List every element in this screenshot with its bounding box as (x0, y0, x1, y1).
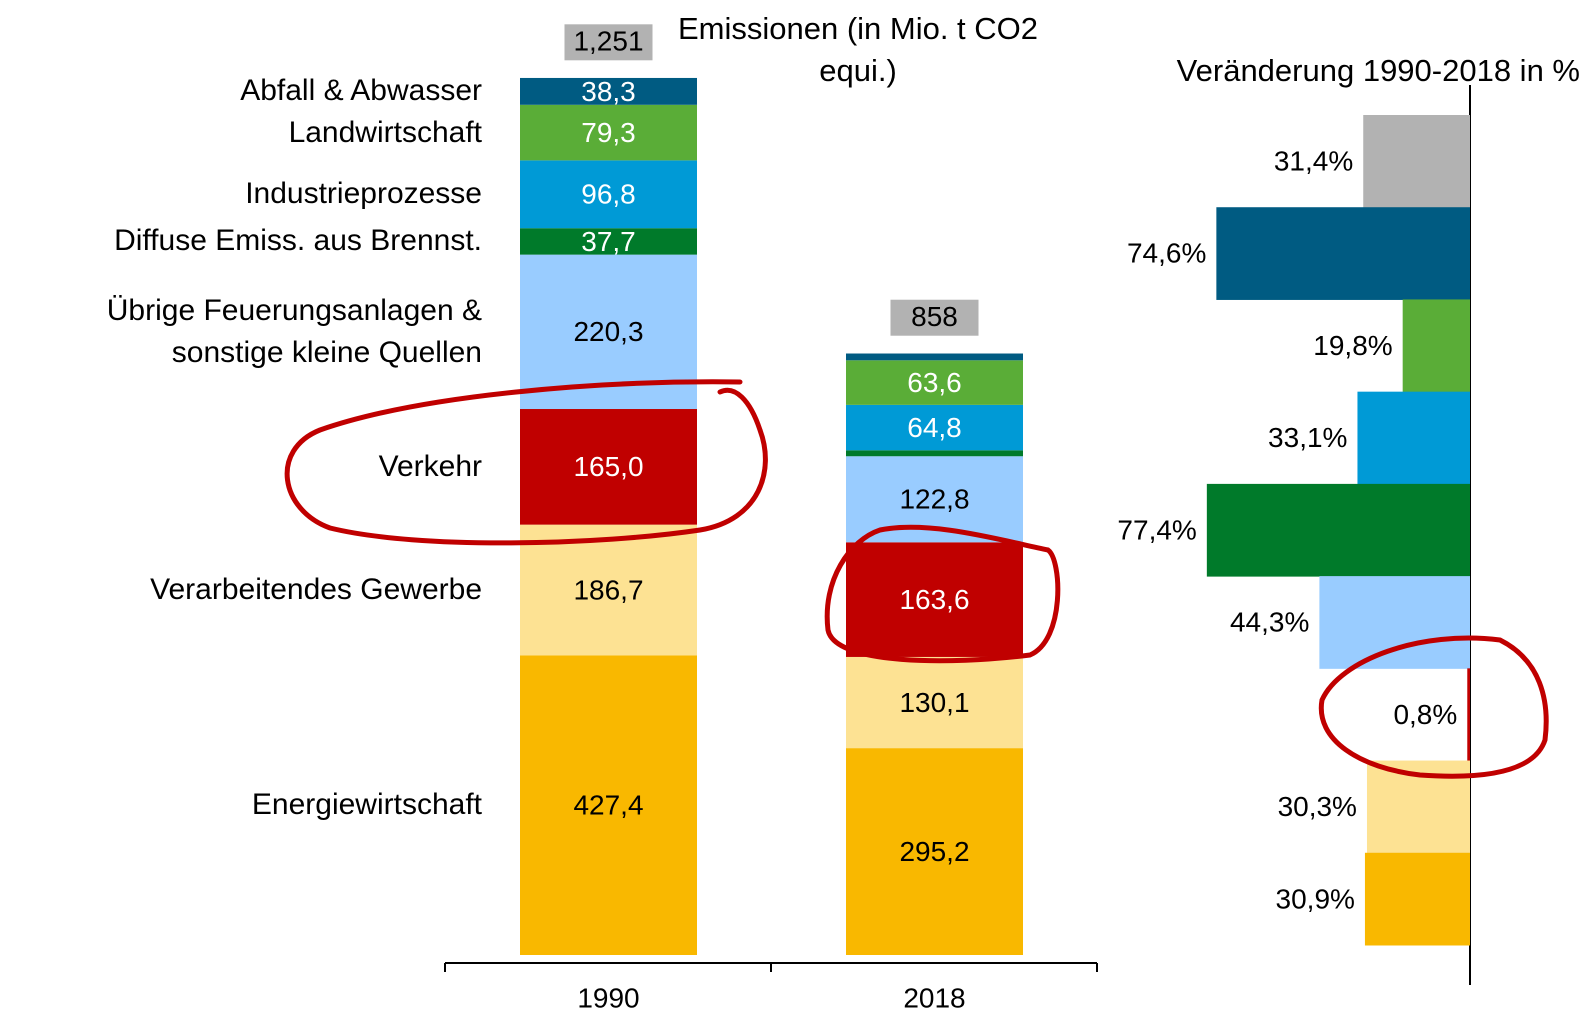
bar (1206, 483, 1470, 577)
bar-segment (520, 228, 697, 255)
x-tick-label: 1990 (577, 982, 639, 1013)
total-box (564, 24, 653, 61)
bar (1357, 391, 1470, 485)
bar (1319, 576, 1470, 669)
bar-segment (846, 450, 1023, 457)
total-label: 858 (911, 301, 958, 332)
data-label: 37,7 (581, 226, 636, 257)
bar (1467, 668, 1470, 762)
annotation-circle (824, 524, 1061, 664)
data-label: 74,6% (1127, 238, 1206, 269)
bar-segment (520, 104, 697, 161)
data-label: 63,6 (907, 367, 962, 398)
data-label: 38,3 (581, 76, 636, 107)
data-label: 44,3% (1230, 607, 1309, 638)
annotation-circle (1318, 635, 1549, 779)
data-label: 79,3 (581, 117, 636, 148)
bar-segment (520, 160, 697, 229)
bar-segment (846, 360, 1023, 405)
chart-title: Veränderung 1990-2018 in % (1176, 53, 1580, 88)
bar-segment (520, 409, 697, 525)
data-label: 30,3% (1278, 791, 1357, 822)
bar (1364, 852, 1470, 946)
bar (1402, 299, 1470, 393)
data-label: 30,9% (1276, 883, 1355, 914)
bar-segment (520, 524, 697, 656)
total-label: 1,251 (573, 26, 643, 57)
bar-segment (846, 353, 1023, 361)
total-box (890, 299, 979, 336)
data-label: 122,8 (899, 484, 969, 515)
data-label: 295,2 (899, 836, 969, 867)
bar-segment (846, 656, 1023, 749)
data-label: 130,1 (899, 687, 969, 718)
data-label: 19,8% (1313, 330, 1392, 361)
data-label: 31,4% (1274, 146, 1353, 177)
data-label: 163,6 (899, 584, 969, 615)
bar-segment (520, 77, 697, 105)
bar (1216, 207, 1470, 300)
bar-segment (520, 655, 697, 955)
bar (1363, 115, 1470, 208)
bar-segment (846, 404, 1023, 451)
data-label: 427,4 (573, 790, 643, 821)
x-tick-label: 2018 (903, 982, 965, 1013)
bar-segment (846, 748, 1023, 955)
bar-segment (846, 542, 1023, 657)
legend-label: Energiewirtschaft (251, 788, 482, 822)
data-label: 33,1% (1268, 422, 1347, 453)
data-label: 77,4% (1117, 514, 1196, 545)
legend-label: Verkehr (378, 449, 482, 483)
legend-label: Übrige Feuerungsanlagen & sonstige klein… (106, 293, 482, 369)
data-label: 220,3 (573, 316, 643, 347)
chart-title: Emissionen (in Mio. t CO2 equi.) (677, 11, 1039, 88)
legend-label: Landwirtschaft (288, 115, 482, 149)
legend-label: Industrieprozesse (245, 177, 482, 211)
legend-label: Verarbeitendes Gewerbe (150, 573, 482, 607)
data-label: 165,0 (573, 451, 643, 482)
legend-label: Abfall & Abwasser (240, 74, 482, 108)
legend-label: Diffuse Emiss. aus Brennst. (114, 224, 482, 258)
data-label: 64,8 (907, 412, 962, 443)
data-label: 186,7 (573, 574, 643, 605)
annotation-circle (284, 379, 768, 546)
annotations (284, 379, 1549, 779)
data-label: 96,8 (581, 179, 636, 210)
marks: 427,4 186,7 165,0 220,3 37,7 96,8 79,3 38,3 1,25… (520, 24, 1470, 1013)
data-label: 0,8% (1393, 699, 1457, 730)
